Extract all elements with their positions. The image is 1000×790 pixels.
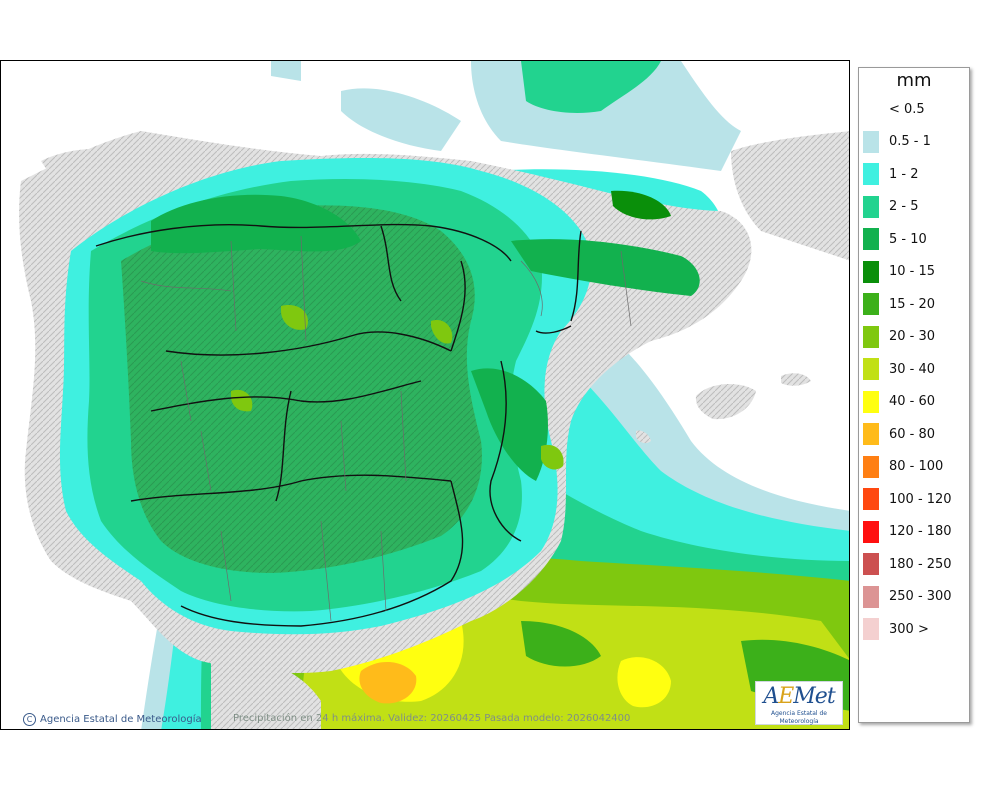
legend-swatch [863, 228, 879, 250]
legend-label: 15 - 20 [889, 296, 936, 312]
logo-subtitle: Agencia Estatal de Meteorología [770, 710, 827, 725]
legend-swatch [863, 195, 879, 218]
legend-item: 60 - 80 [863, 423, 935, 445]
legend-swatch [863, 130, 879, 153]
province-borders [140, 235, 632, 622]
legend-swatch [863, 520, 879, 543]
map-canvas [19, 61, 849, 729]
legend-swatch [863, 163, 879, 185]
legend-item: 0.5 - 1 [863, 130, 931, 153]
legend-item: 15 - 20 [863, 293, 935, 315]
agency-credit: C Agencia Estatal de Meteorología [23, 713, 202, 726]
aemet-logo: AEMet Agencia Estatal de Meteorología [755, 681, 843, 725]
legend-label: 300 > [889, 621, 929, 637]
legend-swatch [863, 98, 879, 120]
legend-label: 20 - 30 [889, 329, 936, 344]
legend-label: 100 - 120 [889, 491, 952, 507]
legend-swatch [863, 293, 879, 315]
legend-label: 2 - 5 [889, 199, 919, 214]
legend-label: 5 - 10 [889, 231, 927, 247]
legend-swatch [863, 390, 879, 413]
legend-label: 80 - 100 [889, 459, 944, 474]
legend-swatch [863, 325, 879, 348]
legend-label: 10 - 15 [889, 264, 936, 279]
legend-item: 180 - 250 [863, 553, 952, 575]
legend-item: 30 - 40 [863, 358, 935, 380]
legend-label: 180 - 250 [889, 556, 952, 572]
legend-swatch [863, 553, 879, 575]
legend-swatch [863, 358, 879, 380]
legend-label: 1 - 2 [889, 166, 919, 182]
legend-item: 20 - 30 [863, 325, 936, 348]
legend-label: 60 - 80 [889, 426, 936, 442]
map-caption: Precipitación en 24 h máxima. Validez: 2… [233, 713, 631, 724]
legend-label: 250 - 300 [889, 589, 952, 604]
legend-item: 80 - 100 [863, 455, 944, 478]
legend-label: 40 - 60 [889, 394, 936, 409]
credit-text: Agencia Estatal de Meteorología [40, 714, 202, 725]
legend-swatch [863, 423, 879, 445]
precipitation-map: C Agencia Estatal de Meteorología Precip… [0, 60, 850, 730]
region-borders [95, 223, 582, 627]
legend-item: 300 > [863, 618, 929, 640]
legend-item: 5 - 10 [863, 228, 927, 250]
legend-label: < 0.5 [889, 101, 925, 117]
legend-swatch [863, 585, 879, 608]
legend-item: < 0.5 [863, 98, 925, 120]
legend-item: 100 - 120 [863, 488, 952, 510]
legend-swatch [863, 455, 879, 478]
legend-label: 30 - 40 [889, 361, 936, 377]
legend-item: 40 - 60 [863, 390, 936, 413]
legend-label: 0.5 - 1 [889, 134, 931, 149]
legend-item: 1 - 2 [863, 163, 919, 185]
legend-swatch [863, 488, 879, 510]
coast-details [41, 149, 111, 176]
legend-swatch [863, 618, 879, 640]
legend-panel: mm < 0.5 0.5 - 1 1 - 2 2 - 5 5 - 10 10 - 15 15… [858, 67, 970, 723]
legend-item: 10 - 15 [863, 260, 936, 283]
legend-item: 2 - 5 [863, 195, 919, 218]
legend-item: 250 - 300 [863, 585, 952, 608]
legend-swatch [863, 260, 879, 283]
legend-unit: mm [896, 70, 932, 91]
legend-item: 120 - 180 [863, 520, 952, 543]
logo-wordmark: AEMet [763, 684, 835, 709]
legend-label: 120 - 180 [889, 524, 952, 539]
copyright-icon: C [23, 713, 36, 726]
